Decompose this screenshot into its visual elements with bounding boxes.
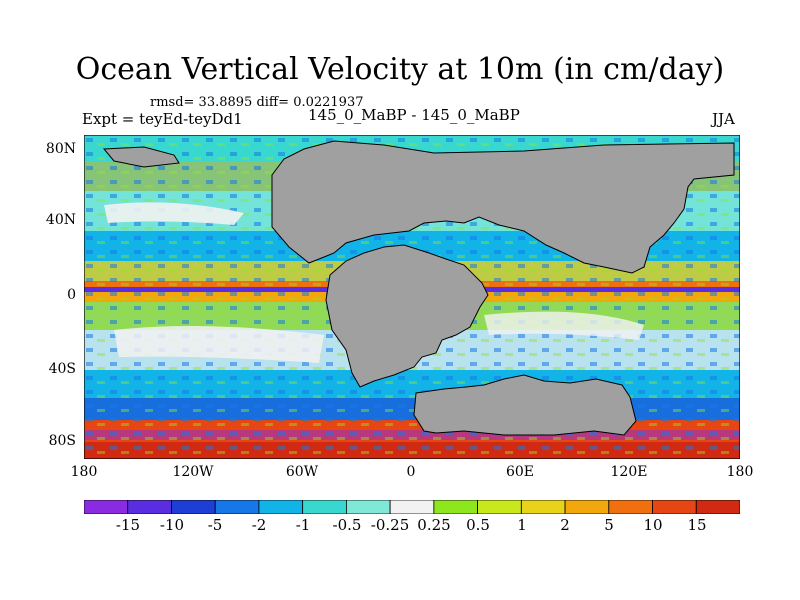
colorbar-label: 5 [604, 516, 614, 534]
colorbar-swatch [608, 500, 653, 514]
lon-label-60w: 60W [285, 464, 319, 480]
colorbar-label: -2 [251, 516, 267, 534]
lat-label-40s: 40S [48, 361, 76, 377]
colorbar-swatch [433, 500, 478, 514]
colorbar-swatch [477, 500, 522, 514]
colorbar-swatch [84, 500, 129, 514]
colorbar-label: 2 [560, 516, 570, 534]
lat-label-eq: 0 [67, 287, 76, 303]
colorbar-swatch [171, 500, 216, 514]
velocity-map [84, 135, 740, 459]
colorbar-swatch [258, 500, 304, 514]
lon-label-120e: 120E [610, 464, 648, 480]
colorbar-swatch [389, 500, 435, 514]
lon-label-180w: 180 [70, 464, 98, 480]
colorbar-label: 10 [643, 516, 663, 534]
lon-label-60e: 60E [505, 464, 535, 480]
rmsd-diff-stats: rmsd= 33.8895 diff= 0.0221937 [150, 95, 364, 110]
colorbar-swatch [214, 500, 260, 514]
colorbar [84, 500, 740, 514]
colorbar-label: -0.5 [332, 516, 362, 534]
colorbar-label: 1 [517, 516, 527, 534]
colorbar-swatch [564, 500, 610, 514]
lat-label-80n: 80N [45, 141, 76, 157]
colorbar-label: 0.5 [466, 516, 490, 534]
colorbar-label: -0.25 [370, 516, 410, 534]
lon-label-180e: 180 [726, 464, 754, 480]
colorbar-swatch [520, 500, 566, 514]
season-label: JJA [712, 110, 735, 128]
colorbar-swatch [695, 500, 740, 514]
lon-label-120w: 120W [172, 464, 214, 480]
experiment-label: Expt = teyEd-teyDd1 [82, 110, 243, 128]
lon-label-0: 0 [406, 464, 416, 480]
colorbar-swatch [302, 500, 347, 514]
colorbar-swatch [345, 500, 391, 514]
colorbar-label: -1 [295, 516, 311, 534]
colorbar-label: -5 [207, 516, 223, 534]
landmass [102, 140, 735, 436]
lat-label-80s: 80S [48, 433, 76, 449]
colorbar-label: -15 [115, 516, 141, 534]
colorbar-label: -10 [159, 516, 185, 534]
lat-label-40n: 40N [45, 212, 76, 228]
period-subtitle: 145_0_MaBP - 145_0_MaBP [308, 106, 520, 124]
colorbar-swatch [127, 500, 172, 514]
chart-title: Ocean Vertical Velocity at 10m (in cm/da… [75, 52, 725, 87]
colorbar-swatch [652, 500, 697, 514]
colorbar-label: 15 [687, 516, 707, 534]
colorbar-label: 0.25 [417, 516, 451, 534]
